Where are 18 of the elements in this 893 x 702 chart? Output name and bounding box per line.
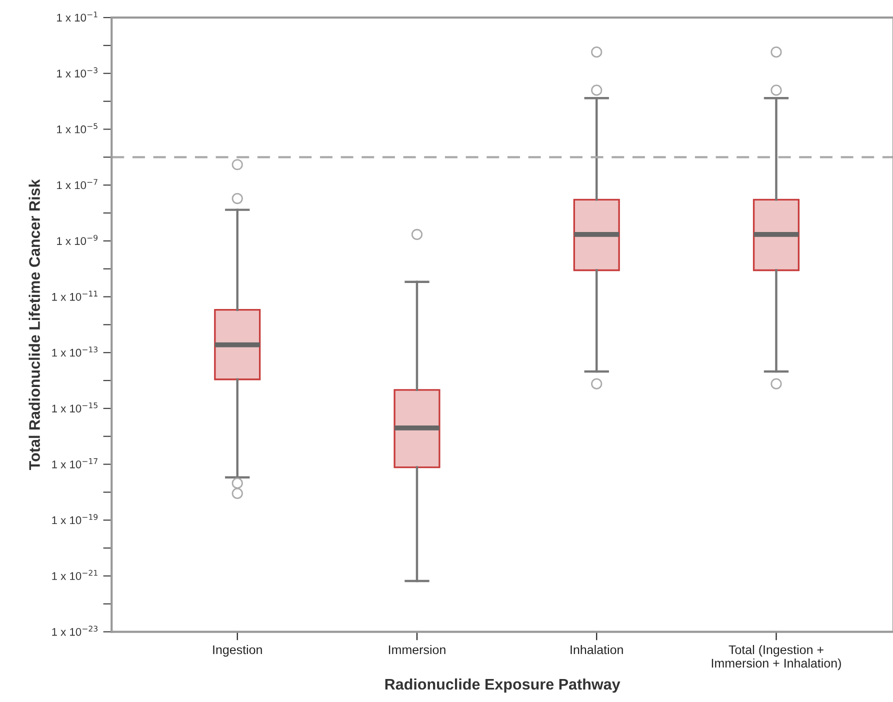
y-tick-label: 1 x 10$^{−3}$ bbox=[57, 67, 98, 78]
y-tick-label: 1 x 10$^{−17}$ bbox=[52, 458, 98, 468]
y-tick-label: 1 x 10$^{−19}$ bbox=[52, 514, 98, 524]
x-tick-label: Ingestion bbox=[213, 644, 262, 657]
x-tick-label: Immersion bbox=[388, 644, 446, 654]
y-tick-label: 1 x 10$^{−21}$ bbox=[52, 570, 98, 580]
y-tick-label: 1 x 10$^{−23}$ bbox=[52, 626, 98, 636]
y-axis-title: Total Radionuclide Lifetime Cancer Risk bbox=[28, 179, 40, 470]
y-tick-label: 1 x 10$^{−1}$ bbox=[57, 12, 98, 22]
y-tick-label: 1 x 10$^{−7}$ bbox=[57, 179, 98, 190]
y-tick-label: 1 x 10$^{−9}$ bbox=[57, 234, 98, 245]
x-tick-label: Inhalation bbox=[570, 644, 623, 654]
y-tick-label: 1 x 10$^{−5}$ bbox=[57, 123, 98, 134]
y-tick-label: 1 x 10$^{−11}$ bbox=[52, 290, 98, 301]
y-tick-label: 1 x 10$^{−15}$ bbox=[52, 402, 98, 412]
x-axis-title: Radionuclide Exposure Pathway bbox=[385, 678, 620, 693]
x-tick-label: Total (Ingestion + Immersion + Inhalation) bbox=[712, 644, 841, 670]
y-tick-label: 1 x 10$^{−13}$ bbox=[52, 346, 98, 357]
